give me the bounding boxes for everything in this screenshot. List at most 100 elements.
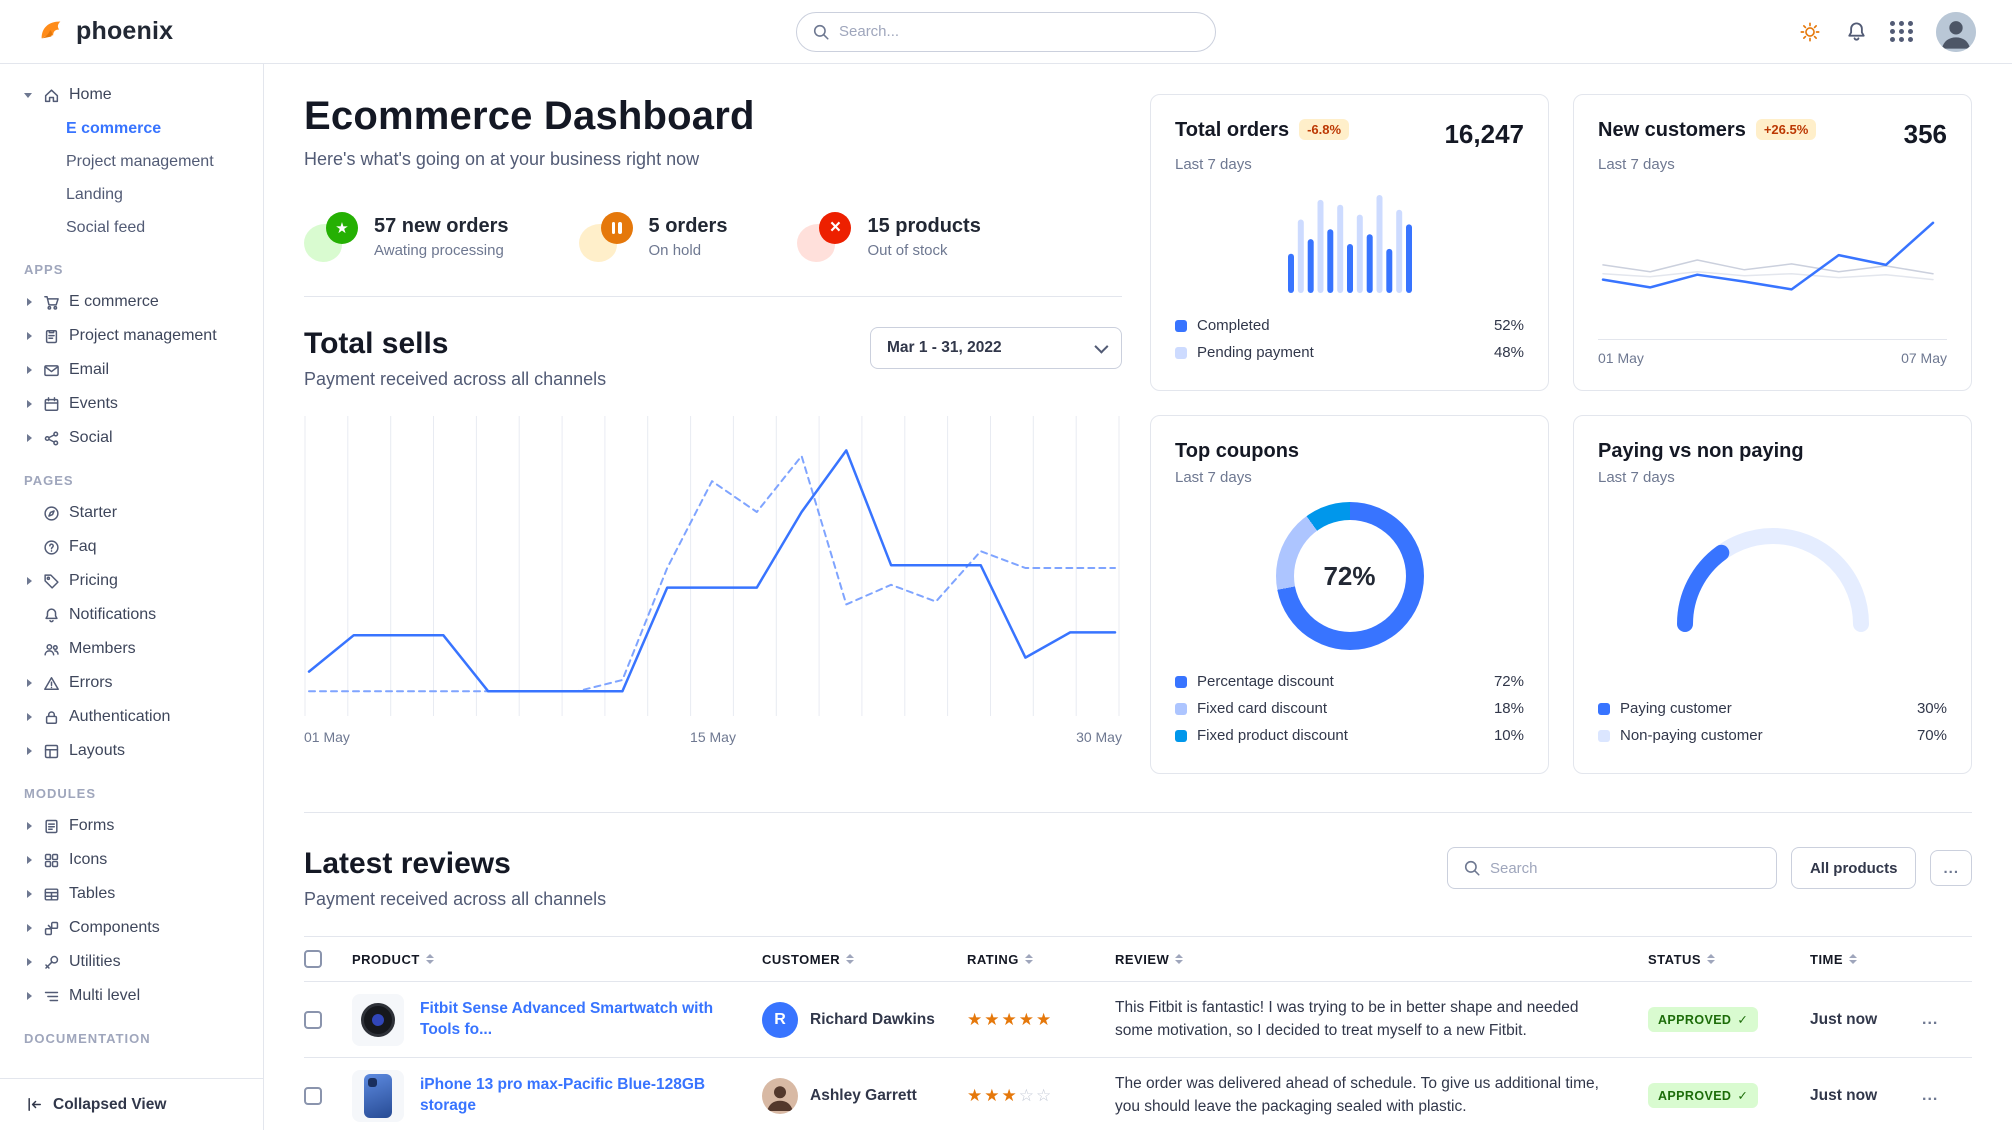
list-levels-icon [43,988,60,1005]
reviews-search-input[interactable] [1446,847,1777,889]
users-icon [43,641,60,658]
time-value: Just now [1810,1010,1878,1028]
sidebar-item-home[interactable]: Home [18,78,249,112]
chevron-right-icon [24,991,34,1001]
sidebar-section-documentation: DOCUMENTATION [24,1031,151,1046]
sidebar-item-ecommerce-app[interactable]: E commerce [18,285,249,319]
puzzle-icon [43,920,60,937]
product-image-smartwatch [352,993,404,1046]
sidebar-item-icons[interactable]: Icons [18,843,249,877]
column-header-review[interactable]: REVIEW [1115,952,1648,967]
column-header-customer[interactable]: CUSTOMER [762,952,967,967]
row-actions-button[interactable]: ... [1922,1086,1939,1104]
sidebar-item-notifications[interactable]: Notifications [18,598,249,632]
sidebar-item-project-management-app[interactable]: Project management [18,319,249,353]
paying-gauge-chart [1663,512,1883,639]
sort-icon [1849,954,1857,964]
warning-triangle-icon [43,675,60,692]
sidebar-item-forms[interactable]: Forms [18,809,249,843]
total-sells-x-axis: 01 May 15 May 30 May [304,729,1122,745]
customer-name: Ashley Garrett [810,1086,917,1104]
form-icon [43,818,60,835]
brand[interactable]: phoenix [36,14,173,49]
tag-icon [43,573,60,590]
collapse-sidebar-button[interactable]: Collapsed View [0,1078,263,1130]
chevron-right-icon [24,821,34,831]
new-customers-line-chart [1598,199,1947,322]
product-link[interactable]: Fitbit Sense Advanced Smartwatch with To… [420,1000,714,1038]
sidebar-item-project-management[interactable]: Project management [66,152,214,170]
sidebar-section-pages: PAGES [24,473,74,488]
search-input[interactable] [796,11,1216,52]
total-orders-bar-chart [1287,193,1412,298]
collapse-left-icon [26,1096,43,1113]
select-all-checkbox[interactable] [304,950,322,968]
sidebar-item-utilities[interactable]: Utilities [18,945,249,979]
product-image-iphone [352,1069,404,1122]
column-header-rating[interactable]: RATING [967,952,1115,967]
dashboard-top: Ecommerce Dashboard Here's what's going … [304,94,1972,774]
sidebar-item-starter[interactable]: Starter [18,496,249,530]
theme-toggle-sun-icon[interactable] [1798,20,1822,44]
change-badge: +26.5% [1755,119,1817,140]
sidebar-item-pricing[interactable]: Pricing [18,564,249,598]
chevron-right-icon [24,957,34,967]
column-header-time[interactable]: TIME [1810,952,1922,967]
top-coupons-card: Top coupons Last 7 days 72% Percentage d… [1150,415,1549,774]
sidebar-item-ecommerce[interactable]: E commerce [66,119,162,137]
chevron-right-icon [24,855,34,865]
column-header-product[interactable]: PRODUCT [352,952,762,967]
apps-grid-icon[interactable] [1890,20,1914,44]
sidebar-item-members[interactable]: Members [18,632,249,666]
wrench-icon [43,954,60,971]
phoenix-logo-icon [36,14,66,49]
sidebar-item-faq[interactable]: Faq [18,530,249,564]
rating-stars: ★★★☆☆ [967,1085,1054,1105]
more-options-button[interactable]: ... [1930,850,1972,886]
sort-icon [426,954,434,964]
sidebar-item-email[interactable]: Email [18,353,249,387]
sidebar-item-authentication[interactable]: Authentication [18,700,249,734]
sidebar-item-errors[interactable]: Errors [18,666,249,700]
chevron-right-icon [24,433,34,443]
chevron-right-icon [24,712,34,722]
date-range-select[interactable]: Mar 1 - 31, 2022 [870,327,1122,369]
sidebar-item-components[interactable]: Components [18,911,249,945]
change-badge: -6.8% [1299,119,1350,140]
new-customers-x-axis: 01 May 07 May [1598,339,1947,366]
legend-swatch [1175,346,1187,359]
total-sells-line-chart [304,416,1120,716]
chevron-right-icon [24,297,34,307]
stat-out-of-stock: × 15 products Out of stock [797,212,981,262]
legend-swatch [1598,702,1610,715]
customer-avatar: R [762,1001,798,1038]
table-icon [43,886,60,903]
row-checkbox[interactable] [304,1010,322,1029]
sidebar-item-events[interactable]: Events [18,387,249,421]
sort-icon [1707,954,1715,964]
bell-icon[interactable] [1844,20,1868,44]
shapes-icon [43,852,60,869]
sidebar-item-social-feed[interactable]: Social feed [66,218,146,236]
check-icon: ✓ [1737,1089,1749,1103]
calendar-icon [43,396,60,413]
sidebar-item-layouts[interactable]: Layouts [18,734,249,768]
total-orders-legend: Completed 52% Pending payment 48% [1175,312,1524,366]
new-customers-value: 356 [1903,119,1947,149]
sidebar-item-landing[interactable]: Landing [66,185,123,203]
sort-icon [1025,954,1033,964]
product-link[interactable]: iPhone 13 pro max-Pacific Blue-128GB sto… [420,1076,706,1114]
chevron-right-icon [24,365,34,375]
sidebar-item-tables[interactable]: Tables [18,877,249,911]
row-actions-button[interactable]: ... [1922,1010,1939,1028]
chevron-right-icon [24,678,34,688]
sidebar-item-multi-level[interactable]: Multi level [18,979,249,1013]
all-products-filter-button[interactable]: All products [1790,847,1917,889]
column-header-status[interactable]: STATUS [1648,952,1810,967]
reviews-title: Latest reviews [304,847,511,880]
sidebar-item-social[interactable]: Social [18,421,249,455]
legend-swatch [1175,702,1187,715]
time-value: Just now [1810,1086,1878,1104]
row-checkbox[interactable] [304,1086,322,1105]
user-avatar[interactable] [1936,11,1976,52]
